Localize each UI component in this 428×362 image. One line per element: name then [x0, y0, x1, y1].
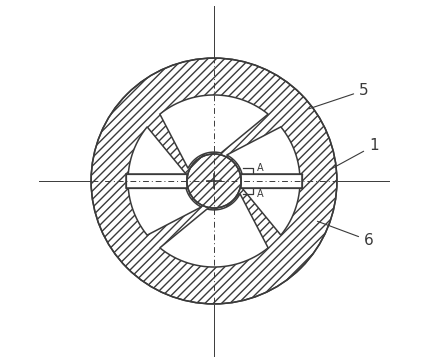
Circle shape: [91, 58, 337, 304]
Text: A: A: [257, 163, 264, 173]
Polygon shape: [128, 127, 201, 235]
Text: 6: 6: [318, 221, 374, 248]
Polygon shape: [125, 174, 187, 188]
Circle shape: [187, 154, 241, 208]
Polygon shape: [160, 194, 268, 267]
Text: 1: 1: [330, 138, 378, 170]
Text: 5: 5: [309, 83, 369, 109]
Polygon shape: [160, 95, 268, 168]
Polygon shape: [227, 127, 300, 235]
Polygon shape: [241, 174, 303, 188]
Text: A: A: [257, 189, 264, 199]
